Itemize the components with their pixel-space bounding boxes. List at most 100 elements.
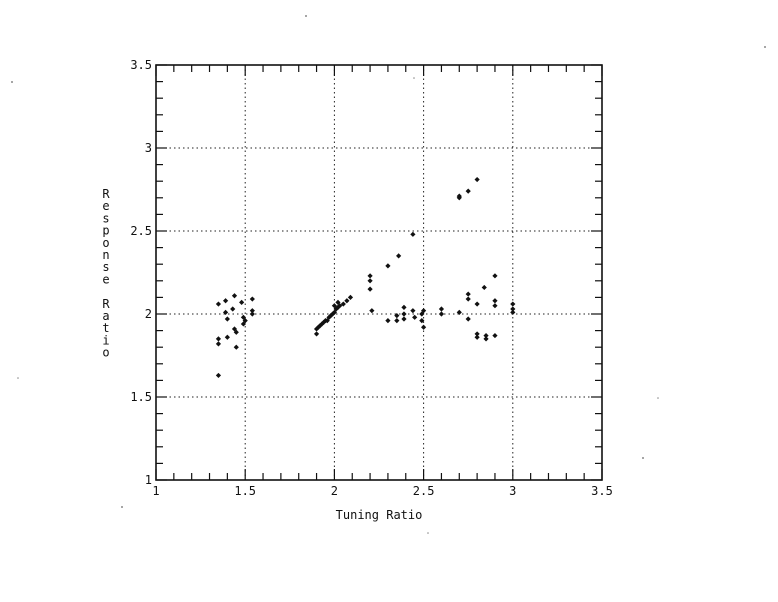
data-point xyxy=(222,298,229,304)
scan-speck xyxy=(11,81,13,83)
data-point xyxy=(394,318,400,324)
data-point xyxy=(313,331,320,337)
x-axis-title: Tuning Ratio xyxy=(336,508,423,522)
data-point xyxy=(369,308,375,314)
x-tick-label: 1.5 xyxy=(234,484,256,498)
data-point xyxy=(492,298,498,304)
data-point xyxy=(331,309,337,315)
data-point xyxy=(249,311,255,317)
data-point xyxy=(410,308,416,314)
y-axis-title-letter: s xyxy=(102,211,109,225)
y-axis-title-letter: s xyxy=(102,260,109,274)
data-point xyxy=(483,332,489,339)
data-point xyxy=(230,306,236,312)
x-tick-label: 3 xyxy=(509,484,516,498)
y-axis-title-letter: R xyxy=(102,297,110,311)
y-tick-label: 3 xyxy=(145,141,152,155)
y-axis-title-letter: R xyxy=(102,187,110,201)
scan-specks xyxy=(11,15,766,534)
data-point xyxy=(412,314,418,320)
data-point xyxy=(367,273,373,279)
y-tick-label: 2.5 xyxy=(130,224,152,238)
data-point xyxy=(233,329,239,335)
data-point xyxy=(224,316,230,322)
data-point xyxy=(401,311,407,317)
data-point xyxy=(465,291,471,297)
data-point xyxy=(492,273,498,279)
data-point xyxy=(224,334,230,340)
scan-speck xyxy=(413,77,415,79)
y-tick-label: 2 xyxy=(145,307,152,321)
data-point xyxy=(239,299,245,305)
data-point xyxy=(421,324,427,330)
data-point xyxy=(215,336,222,342)
x-tick-label: 2.5 xyxy=(413,484,435,498)
y-axis-title-letter: n xyxy=(102,248,109,262)
data-point xyxy=(401,316,407,322)
data-point xyxy=(474,331,480,337)
y-axis-title-letter: p xyxy=(102,224,109,238)
data-point xyxy=(319,321,325,327)
y-tick-label: 1.5 xyxy=(130,390,152,404)
data-point xyxy=(474,301,480,307)
data-point xyxy=(481,284,487,291)
data-point xyxy=(510,301,516,307)
data-point xyxy=(340,301,346,307)
data-point xyxy=(231,293,238,299)
data-point xyxy=(249,296,255,302)
data-point xyxy=(456,309,462,315)
y-tick-labels: 1 1.5 2 2.5 3 3.5 xyxy=(130,58,152,487)
data-point xyxy=(335,299,341,305)
data-point xyxy=(242,318,248,324)
data-point xyxy=(492,303,498,309)
y-tick-label: 3.5 xyxy=(130,58,152,72)
scan-speck xyxy=(305,15,307,17)
data-point xyxy=(240,321,247,327)
data-point xyxy=(438,306,445,312)
data-point xyxy=(456,193,462,199)
y-axis-title-letter: a xyxy=(102,309,109,323)
data-point xyxy=(510,309,516,315)
data-point xyxy=(474,334,480,340)
data-point xyxy=(249,308,255,314)
data-point xyxy=(474,176,480,183)
y-axis-title-letter: o xyxy=(102,236,109,250)
data-point xyxy=(465,296,471,302)
gridlines xyxy=(156,65,602,480)
data-point xyxy=(385,318,391,324)
data-point xyxy=(419,318,425,324)
data-points xyxy=(215,176,516,379)
data-point xyxy=(492,332,498,339)
data-point xyxy=(215,341,222,347)
data-point xyxy=(483,336,489,342)
data-point xyxy=(421,308,427,314)
x-tick-labels: 1 1.5 2 2.5 3 3.5 xyxy=(152,484,612,498)
axis-ticks xyxy=(155,64,603,481)
data-point xyxy=(215,301,222,307)
y-axis-title-letter: t xyxy=(102,321,109,335)
data-point xyxy=(410,231,416,237)
data-point xyxy=(396,253,402,259)
y-axis-title-letter: i xyxy=(102,333,109,347)
data-point xyxy=(347,294,354,300)
data-point xyxy=(401,304,407,310)
data-point xyxy=(233,344,239,350)
data-point xyxy=(438,311,445,317)
scan-speck xyxy=(657,397,659,399)
plot-frame xyxy=(155,64,603,481)
data-point xyxy=(344,298,350,304)
data-point xyxy=(367,286,373,292)
data-point xyxy=(222,309,229,315)
scan-speck xyxy=(17,377,19,379)
y-tick-label: 1 xyxy=(145,473,152,487)
x-tick-label: 3.5 xyxy=(591,484,613,498)
data-point xyxy=(465,188,471,194)
data-point xyxy=(385,263,391,269)
data-point xyxy=(215,372,222,379)
data-point xyxy=(335,304,341,310)
scan-speck xyxy=(642,457,644,459)
y-axis-title-letter: e xyxy=(102,272,109,286)
scan-speck xyxy=(764,46,766,48)
